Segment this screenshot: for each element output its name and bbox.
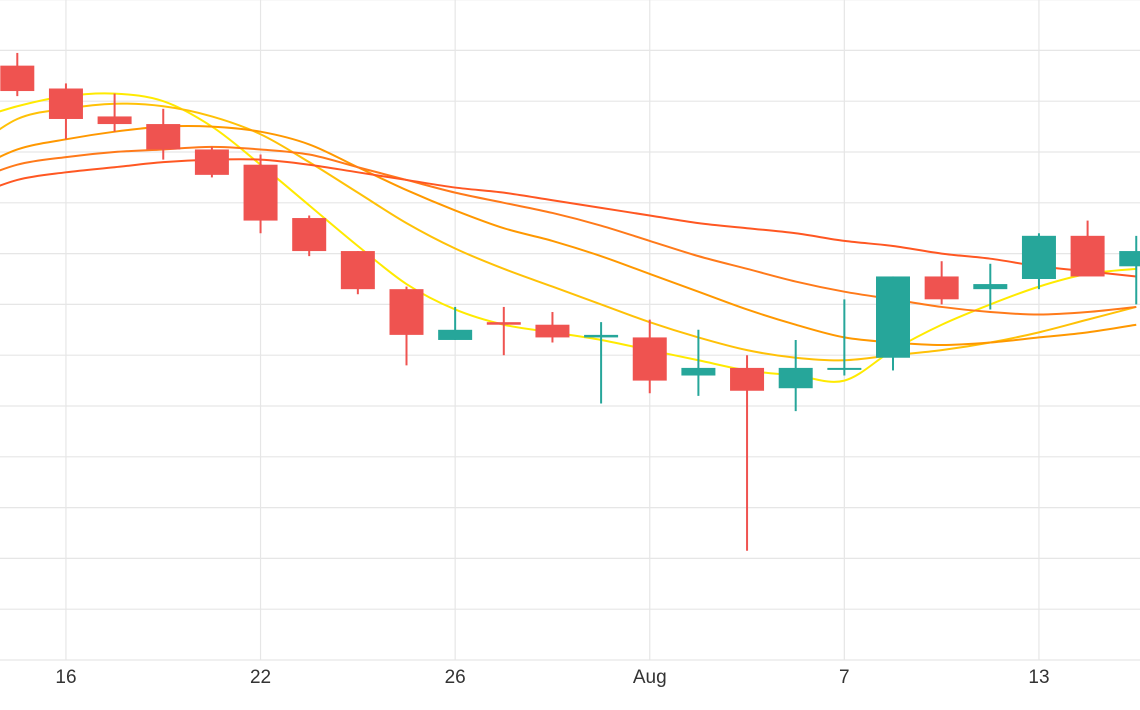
x-tick-label: 7 (839, 667, 850, 688)
moving-average-line-4 (0, 145, 1137, 316)
candle-body (0, 65, 35, 92)
candle-body (632, 337, 667, 381)
candle (535, 312, 570, 343)
candle (778, 339, 813, 412)
candle (876, 276, 910, 371)
candle-body (243, 164, 278, 221)
moving-average-line-3 (0, 124, 1137, 347)
candle (243, 154, 278, 234)
x-tick-label: 13 (1028, 667, 1049, 688)
candles (0, 52, 1140, 551)
moving-average-line-5 (0, 158, 1137, 278)
x-tick-label: Aug (633, 667, 667, 688)
candle (1021, 233, 1056, 290)
candle-body (1021, 235, 1056, 279)
candle (1119, 235, 1140, 305)
candle-body (681, 367, 716, 376)
candle (584, 322, 619, 404)
candle (632, 319, 667, 394)
candle-body (778, 367, 813, 389)
candle (486, 306, 521, 356)
candle (681, 329, 716, 396)
candle-body (486, 322, 521, 325)
candle-body (194, 149, 229, 175)
candle-body (973, 284, 1008, 290)
candle (292, 215, 327, 257)
candle-body (389, 289, 424, 335)
x-axis-ticks: 16 22 26 Aug 7 13 (55, 667, 1049, 688)
candle (97, 93, 132, 132)
candle-body (730, 367, 765, 391)
x-tick-label: 22 (250, 667, 271, 688)
x-tick-label: 16 (55, 667, 76, 688)
chart-grid (0, 0, 1140, 661)
candle-body (146, 124, 181, 150)
candle-body (340, 251, 375, 290)
candle-body (292, 218, 327, 252)
candle-body (584, 334, 619, 338)
candle-body (438, 329, 473, 340)
candle (340, 251, 375, 295)
candle (146, 108, 181, 160)
candle (0, 52, 35, 97)
candle (48, 83, 83, 140)
candle-body (876, 276, 910, 358)
candle-body (535, 324, 570, 338)
candle (924, 261, 959, 305)
candle (1070, 220, 1105, 277)
candle-body (1070, 235, 1105, 277)
candle (389, 286, 424, 366)
moving-average-line-2 (0, 102, 1137, 362)
candle-body (827, 367, 862, 370)
candle-body (924, 276, 959, 300)
candle (827, 299, 862, 376)
candle-body (48, 88, 83, 119)
candle-body (1119, 251, 1140, 267)
candle (438, 306, 473, 340)
candle (194, 146, 229, 178)
x-tick-label: 26 (445, 667, 466, 688)
candle (973, 263, 1008, 310)
candle-body (97, 116, 132, 125)
candle (730, 355, 765, 551)
